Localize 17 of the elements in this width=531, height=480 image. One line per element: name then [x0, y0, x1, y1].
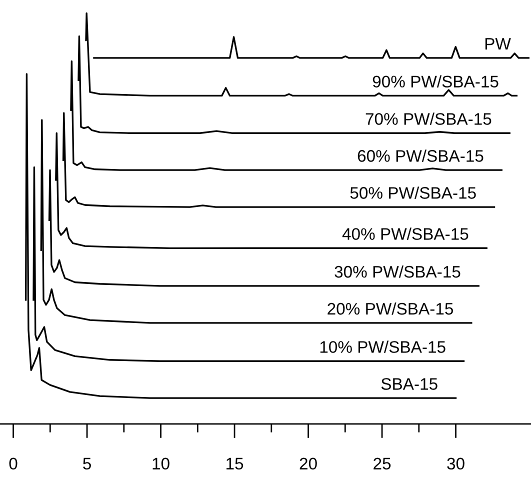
series-label: 50% PW/SBA-15: [350, 186, 476, 199]
x-tick-label: 20: [300, 458, 317, 470]
series-label: SBA-15: [381, 378, 438, 390]
x-tick-label: 15: [226, 458, 244, 470]
series-label: 30% PW/SBA-15: [334, 265, 460, 278]
x-tick-label: 30: [447, 458, 464, 470]
series-label: 40% PW/SBA-15: [342, 228, 468, 240]
series-label: 60% PW/SBA-15: [358, 150, 484, 162]
series-label: PW: [485, 38, 511, 50]
x-tick-label: 10: [152, 458, 170, 470]
series-label: 20% PW/SBA-15: [328, 302, 454, 315]
x-tick-label: 5: [83, 458, 91, 470]
series-label: 10% PW/SBA-15: [320, 340, 446, 353]
x-tick-label: 0: [9, 458, 18, 470]
x-tick-label: 25: [374, 458, 391, 470]
series-label: 70% PW/SBA-15: [366, 112, 492, 125]
series-label: 90% PW/SBA-15: [372, 75, 498, 88]
